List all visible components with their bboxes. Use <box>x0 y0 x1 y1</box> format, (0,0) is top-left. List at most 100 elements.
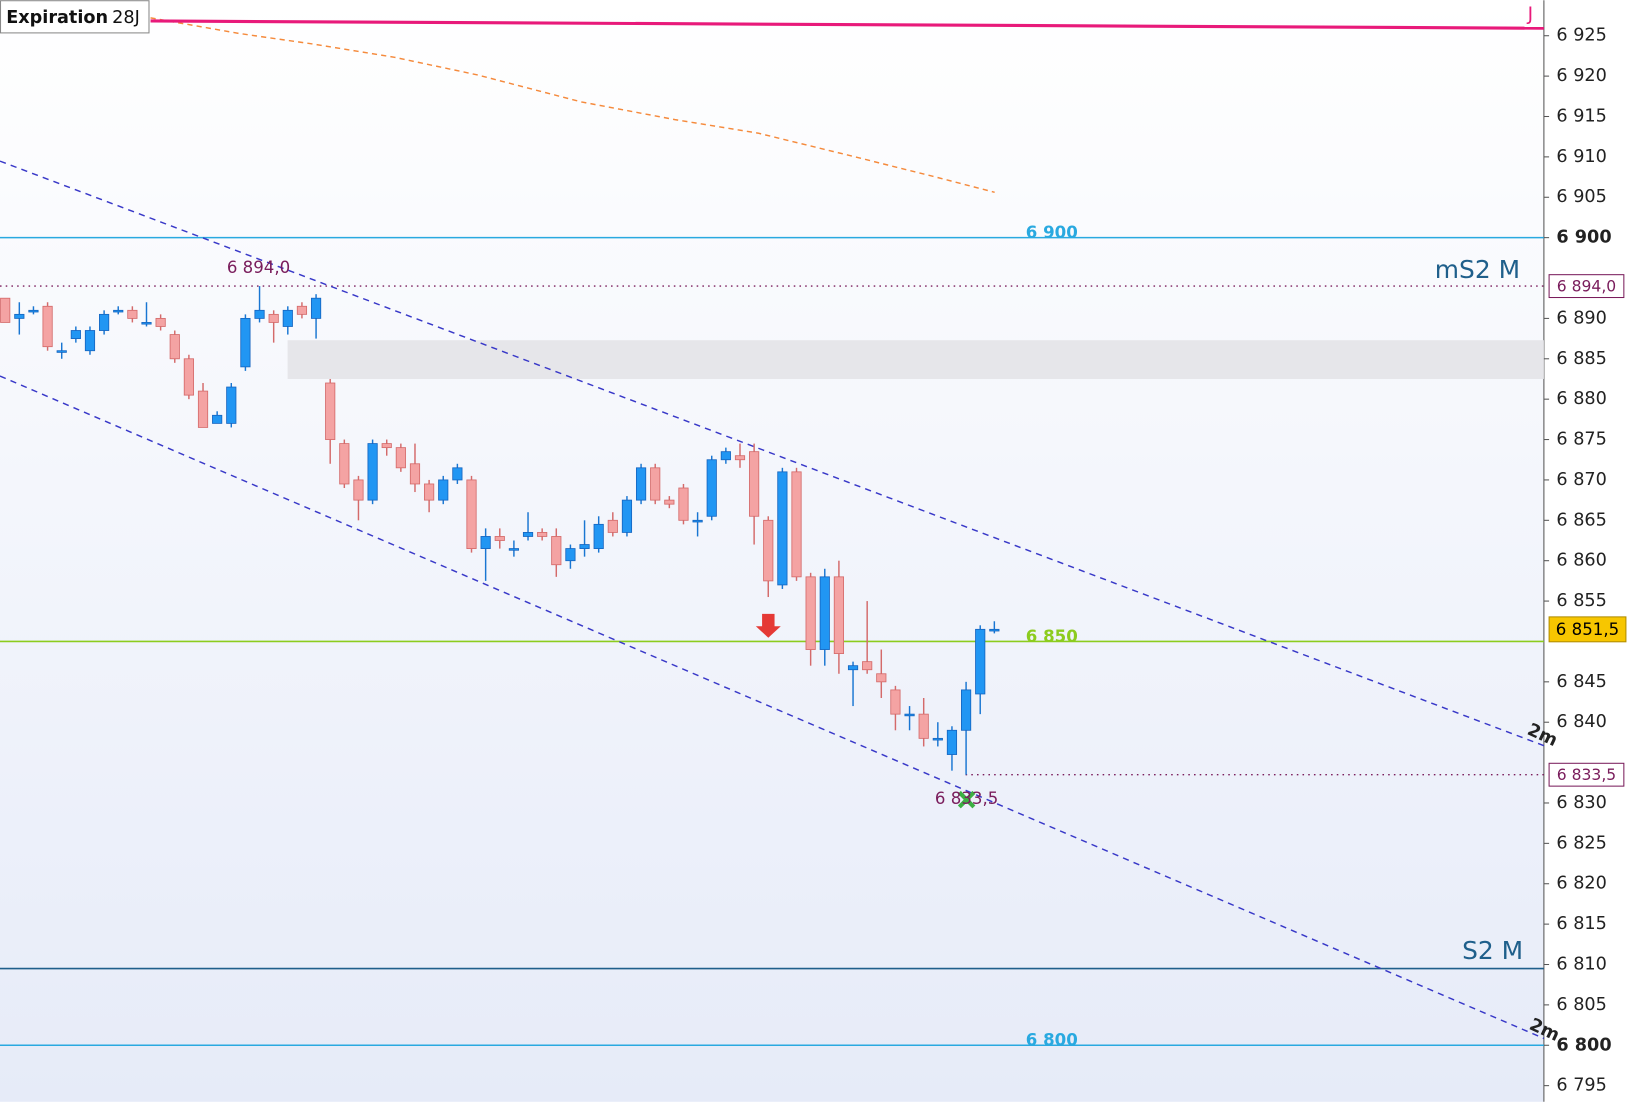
candle-body <box>183 358 194 396</box>
candle-body <box>84 330 96 352</box>
candle-body <box>904 713 915 717</box>
candle-body <box>522 532 534 537</box>
candle-body <box>607 519 618 533</box>
mark-label: 6 894,0 <box>227 258 290 277</box>
under-layer: 6 900 6 850 6 800 S2 M <box>0 223 1544 1050</box>
y-tick-label: 6 885 <box>1556 349 1607 369</box>
expiration-label: Expiration <box>6 8 108 28</box>
candle-body <box>155 317 166 327</box>
candle-body <box>946 729 958 755</box>
candle-body <box>339 443 350 485</box>
channel-upper <box>0 160 1545 747</box>
mark-badge-label: 6 833,5 <box>1557 766 1616 784</box>
level-label: 6 850 <box>1026 627 1078 646</box>
candle-body <box>650 467 661 501</box>
y-tick-label: 6 840 <box>1556 712 1607 732</box>
candle-body <box>749 451 760 517</box>
level-label: S2 M <box>1462 936 1523 965</box>
candle-body <box>480 536 491 549</box>
candle-body <box>14 313 25 319</box>
y-tick-label: 6 875 <box>1556 430 1607 450</box>
y-tick-label: 6 920 <box>1556 66 1607 86</box>
candle-body <box>438 479 449 501</box>
candle-body <box>212 414 223 424</box>
y-tick-label: 6 915 <box>1556 106 1607 126</box>
y-tick-label: 6 830 <box>1556 793 1607 813</box>
candle-body <box>353 479 364 501</box>
y-tick-label: 6 925 <box>1556 26 1607 46</box>
candle-body <box>862 661 873 671</box>
event-line <box>150 19 1544 30</box>
candle-body <box>635 467 647 501</box>
y-tick-label: 6 820 <box>1556 874 1607 894</box>
y-tick-label: 6 865 <box>1556 510 1607 530</box>
candle-body <box>325 382 336 440</box>
candle-body <box>565 548 576 562</box>
y-tick-label: 6 910 <box>1556 147 1607 167</box>
candle-body <box>805 576 816 650</box>
candle-body <box>932 737 943 741</box>
y-tick-label: 6 800 <box>1556 1035 1611 1055</box>
over-layer: 6 894,0 6 894,0 6 833,5 6 833,5 6 851,5 <box>227 258 1627 808</box>
y-tick-label: 6 795 <box>1556 1076 1607 1096</box>
candle-body <box>678 487 689 521</box>
y-tick-label: 6 815 <box>1556 914 1607 934</box>
candle-body <box>56 350 67 353</box>
zone <box>287 340 1544 379</box>
candle-body <box>508 548 519 551</box>
y-tick-label: 6 905 <box>1556 187 1607 207</box>
candle-body <box>593 523 604 549</box>
mark-badge <box>1548 762 1625 787</box>
event-label: J <box>1527 4 1534 25</box>
candles <box>0 286 1000 775</box>
mark-label: 6 833,5 <box>935 789 998 808</box>
y-tick-label: 6 825 <box>1556 833 1607 853</box>
candle-body <box>226 386 237 424</box>
candle-body <box>692 519 703 523</box>
candle-body <box>282 309 293 327</box>
candle-body <box>367 443 378 501</box>
candle-body <box>876 673 887 683</box>
candle-body <box>975 628 986 695</box>
last-price-label: 6 851,5 <box>1556 620 1619 639</box>
sell-arrow <box>755 613 781 638</box>
y-tick-label: 6 855 <box>1556 591 1607 611</box>
y-tick-label: 6 860 <box>1556 551 1607 571</box>
candle-body <box>0 297 11 323</box>
channel-lower <box>0 375 1545 1040</box>
candle-body <box>141 322 152 325</box>
candle-body <box>537 532 548 537</box>
candle-body <box>579 544 590 549</box>
candle-body <box>452 467 463 481</box>
candle-body <box>296 305 308 315</box>
candle-body <box>763 519 774 582</box>
axis-background <box>1543 0 1628 1102</box>
candle-body <box>466 479 477 549</box>
candle-body <box>409 463 421 485</box>
candle-body <box>960 689 972 731</box>
candle-body <box>395 447 406 469</box>
candle-body <box>70 330 81 340</box>
mark-badge-label: 6 894,0 <box>1557 278 1616 296</box>
expiration-value: 28J <box>112 8 140 28</box>
candle-body <box>197 390 209 428</box>
y-tick-label: 6 900 <box>1556 228 1611 248</box>
candle-body <box>791 471 802 578</box>
level-label: 6 800 <box>1026 1031 1078 1050</box>
candle-body <box>424 483 435 501</box>
candle-body <box>127 309 138 319</box>
candle-body <box>664 499 675 505</box>
candle-body <box>169 334 180 360</box>
last-price-badge <box>1548 616 1627 643</box>
candle-body <box>99 313 110 331</box>
candle-body <box>777 471 788 586</box>
candle-body <box>551 536 562 566</box>
level-label: 6 900 <box>1026 223 1078 242</box>
candle-body <box>890 689 901 715</box>
candle-body <box>734 455 746 461</box>
candle-body <box>28 309 39 313</box>
pivot-label: mS2 M <box>1435 255 1520 284</box>
candle-body <box>268 313 279 323</box>
y-tick-label: 6 845 <box>1556 672 1607 692</box>
